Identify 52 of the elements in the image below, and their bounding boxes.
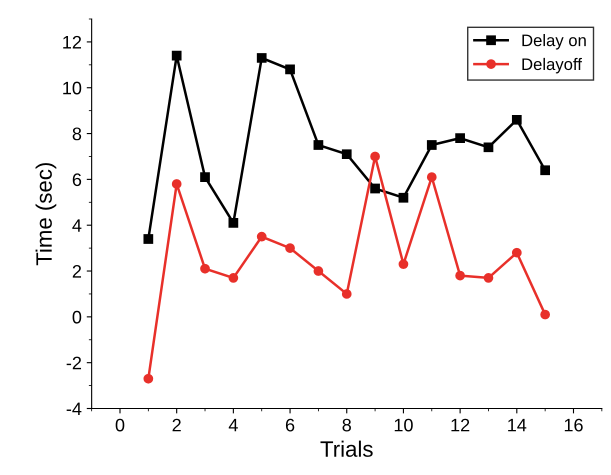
- y-tick-label: 2: [72, 264, 82, 278]
- point: [484, 142, 494, 152]
- point: [370, 184, 380, 194]
- legend-label: Delayoff: [522, 58, 582, 74]
- x-tick-label: 10: [394, 418, 413, 432]
- point: [426, 140, 437, 150]
- x-tick-label: 12: [451, 418, 470, 432]
- point: [256, 53, 267, 63]
- point: [228, 218, 238, 228]
- y-tick-label: 0: [72, 310, 82, 324]
- point: [200, 264, 210, 274]
- point: [143, 234, 154, 244]
- y-tick-label: -4: [66, 402, 82, 416]
- y-tick-label: 10: [63, 82, 82, 94]
- x-tick-label: 0: [116, 418, 124, 432]
- point: [398, 192, 408, 203]
- point: [172, 50, 182, 61]
- point: [256, 232, 267, 242]
- x-tick-label: 8: [342, 418, 351, 432]
- y-tick-label: 12: [63, 36, 82, 48]
- y-tick-label: 4: [72, 219, 82, 232]
- point: [455, 270, 465, 280]
- point: [342, 289, 352, 299]
- x-tick-label: 4: [228, 418, 238, 432]
- point: [540, 310, 550, 320]
- point: [398, 259, 408, 270]
- x-tick-label: 16: [564, 418, 583, 432]
- x-tick-label: 6: [286, 418, 294, 432]
- point: [512, 114, 522, 125]
- point: [285, 243, 295, 253]
- point: [540, 165, 550, 176]
- point: [342, 149, 352, 160]
- point: [426, 172, 437, 182]
- point: [143, 374, 154, 384]
- point: [228, 273, 238, 283]
- point: [512, 248, 522, 258]
- point: [285, 64, 295, 74]
- legend-label: Delay on: [522, 34, 586, 50]
- x-tick-label: 2: [172, 418, 181, 432]
- x-axis-title: Trials: [320, 440, 373, 457]
- point: [200, 172, 210, 182]
- point: [172, 179, 182, 189]
- point: [314, 140, 324, 150]
- y-axis-title: Time (sec): [36, 163, 56, 266]
- y-tick-label: 8: [72, 127, 82, 140]
- point: [455, 133, 465, 144]
- point: [314, 266, 324, 276]
- point: [370, 152, 380, 162]
- x-tick-label: 14: [508, 418, 526, 432]
- y-tick-label: -2: [66, 356, 82, 370]
- y-tick-label: 6: [72, 173, 82, 186]
- point: [484, 273, 494, 283]
